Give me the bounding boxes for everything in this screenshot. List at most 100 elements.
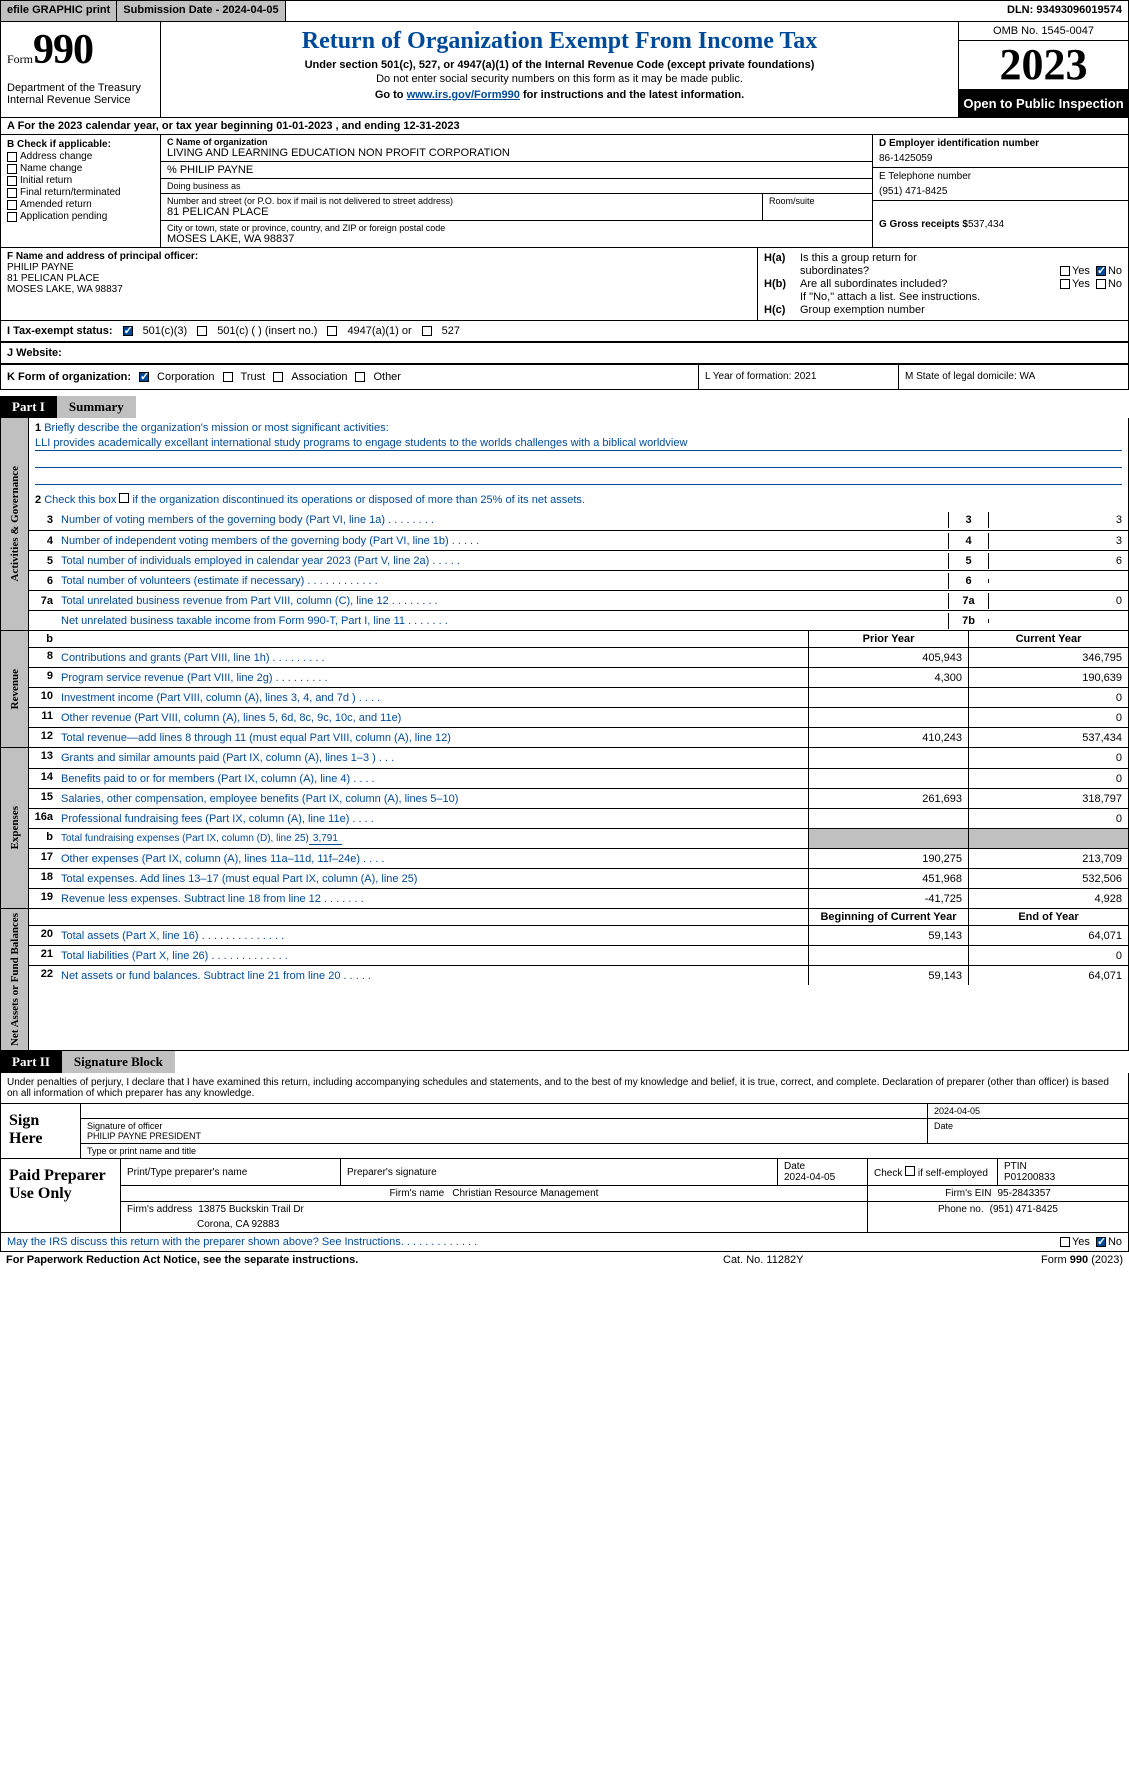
end-year-hdr: End of Year (968, 909, 1128, 925)
date-label-cell: Date (928, 1119, 1128, 1143)
l1-num: 1 (35, 422, 41, 434)
l16b-num: b (29, 829, 57, 848)
checkbox-527[interactable] (422, 326, 432, 336)
rev-lines: 8 Contributions and grants (Part VIII, l… (29, 647, 1128, 747)
checkbox-hb-yes[interactable] (1060, 279, 1070, 289)
prior-val: 190,275 (808, 849, 968, 868)
submission-date: Submission Date - 2024-04-05 (117, 1, 285, 21)
line-box-num: 5 (948, 553, 988, 569)
checkbox-hb-no[interactable] (1096, 279, 1106, 289)
checkbox-ha-yes[interactable] (1060, 266, 1070, 276)
footer-left: For Paperwork Reduction Act Notice, see … (6, 1254, 723, 1266)
checkbox-4947[interactable] (327, 326, 337, 336)
section-fh: F Name and address of principal officer:… (0, 247, 1129, 320)
firm-phone-cell: Phone no. (951) 471-8425 (868, 1202, 1128, 1232)
column-f: F Name and address of principal officer:… (1, 248, 758, 320)
checkbox-501c3[interactable] (123, 326, 133, 336)
checkbox-self-employed[interactable] (905, 1166, 915, 1176)
city-cell: City or town, state or province, country… (161, 221, 873, 247)
k-left: K Form of organization: Corporation Trus… (1, 365, 698, 389)
perjury-text: Under penalties of perjury, I declare th… (0, 1073, 1129, 1104)
vtab-net-label: Net Assets or Fund Balances (9, 909, 21, 1050)
checkbox-501c[interactable] (197, 326, 207, 336)
goto-link[interactable]: www.irs.gov/Form990 (407, 89, 520, 101)
line-9: 9 Program service revenue (Part VIII, li… (29, 667, 1128, 687)
ha-text2: subordinates? (800, 265, 1054, 277)
checkbox-final-return[interactable] (7, 188, 17, 198)
firm-ein-cell: Firm's EIN 95-2843357 (868, 1186, 1128, 1201)
line-8: 8 Contributions and grants (Part VIII, l… (29, 647, 1128, 667)
line-num: 21 (29, 946, 57, 965)
checkbox-assoc[interactable] (273, 372, 283, 382)
firm-addr-label: Firm's address (127, 1204, 192, 1215)
line-desc: Total number of individuals employed in … (57, 553, 948, 569)
ha-line2: subordinates? Yes No (764, 265, 1122, 277)
officer-street: 81 PELICAN PLACE (7, 273, 751, 284)
line-num (29, 619, 57, 623)
checkbox-name-change[interactable] (7, 164, 17, 174)
i-left: I Tax-exempt status: 501(c)(3) 501(c) ( … (1, 321, 1128, 341)
line-box-val: 6 (988, 553, 1128, 569)
exp-lines1: 13 Grants and similar amounts paid (Part… (29, 748, 1128, 828)
line-num: 5 (29, 553, 57, 569)
pp-date-label: Date (784, 1161, 861, 1172)
line-17: 17 Other expenses (Part IX, column (A), … (29, 848, 1128, 868)
paid-preparer-block: Paid Preparer Use Only Print/Type prepar… (0, 1159, 1129, 1233)
pp-print-name: Print/Type preparer's name (121, 1159, 341, 1185)
checkbox-trust[interactable] (223, 372, 233, 382)
l16b-text: Total fundraising expenses (Part IX, col… (61, 833, 309, 844)
mission-block: 1 Briefly describe the organization's mi… (29, 418, 1128, 510)
current-val: 0 (968, 688, 1128, 707)
opt-527: 527 (442, 325, 460, 337)
checkbox-amended[interactable] (7, 200, 17, 210)
checkbox-address-change[interactable] (7, 152, 17, 162)
line-desc: Total expenses. Add lines 13–17 (must eq… (57, 869, 808, 888)
hb-note-line: If "No," attach a list. See instructions… (764, 291, 1122, 303)
column-h: H(a) Is this a group return for subordin… (758, 248, 1128, 320)
line-desc: Total unrelated business revenue from Pa… (57, 593, 948, 609)
current-val: 0 (968, 946, 1128, 965)
current-val: 0 (968, 748, 1128, 768)
line-13: 13 Grants and similar amounts paid (Part… (29, 748, 1128, 768)
part-ii-title: Signature Block (62, 1051, 175, 1073)
checkbox-app-pending[interactable] (7, 212, 17, 222)
line-num: 17 (29, 849, 57, 868)
checkbox-discuss-yes[interactable] (1060, 1237, 1070, 1247)
checkbox-discuss-no[interactable] (1096, 1237, 1106, 1247)
prior-val (808, 809, 968, 828)
prior-val (808, 946, 968, 965)
rev-body: b Prior Year Current Year 8 Contribution… (29, 631, 1128, 747)
mission-text: LLI provides academically excellant inte… (35, 437, 1122, 451)
firm-ein: 95-2843357 (997, 1188, 1050, 1199)
sign-row-date: 2024-04-05 (81, 1104, 1128, 1119)
m-state-domicile: M State of legal domicile: WA (898, 365, 1128, 389)
checkbox-initial-return[interactable] (7, 176, 17, 186)
gov-line-3: 3 Number of voting members of the govern… (29, 510, 1128, 530)
l2-num: 2 (35, 494, 41, 506)
line-num: 14 (29, 769, 57, 788)
discuss-line: May the IRS discuss this return with the… (0, 1233, 1129, 1252)
sign-here-block: Sign Here 2024-04-05 Signature of office… (0, 1104, 1129, 1159)
line-desc: Total revenue—add lines 8 through 11 (mu… (57, 728, 808, 747)
l2-desc: Check this box if the organization disco… (44, 494, 585, 506)
l16b-current (968, 829, 1128, 848)
line-desc: Program service revenue (Part VIII, line… (57, 668, 808, 687)
line-16a: 16a Professional fundraising fees (Part … (29, 808, 1128, 828)
street-value: 81 PELICAN PLACE (167, 206, 756, 218)
header-left: Form990 Department of the Treasury Inter… (1, 22, 161, 117)
checkbox-discontinued[interactable] (119, 493, 129, 503)
net-header: Beginning of Current Year End of Year (29, 909, 1128, 925)
checkbox-other[interactable] (355, 372, 365, 382)
firm-name-cell: Firm's name Christian Resource Managemen… (121, 1186, 868, 1201)
d-label: D Employer identification number (879, 138, 1122, 149)
checkbox-corp[interactable] (139, 372, 149, 382)
line-num: 18 (29, 869, 57, 888)
checkbox-ha-no[interactable] (1096, 266, 1106, 276)
hb-line: H(b) Are all subordinates included? Yes … (764, 278, 1122, 290)
org-name: LIVING AND LEARNING EDUCATION NON PROFIT… (167, 147, 866, 159)
current-year-hdr: Current Year (968, 631, 1128, 647)
l1-desc: Briefly describe the organization's miss… (44, 422, 388, 434)
line-num: 19 (29, 889, 57, 908)
line-20: 20 Total assets (Part X, line 16) . . . … (29, 925, 1128, 945)
hc-line: H(c) Group exemption number (764, 304, 1122, 316)
